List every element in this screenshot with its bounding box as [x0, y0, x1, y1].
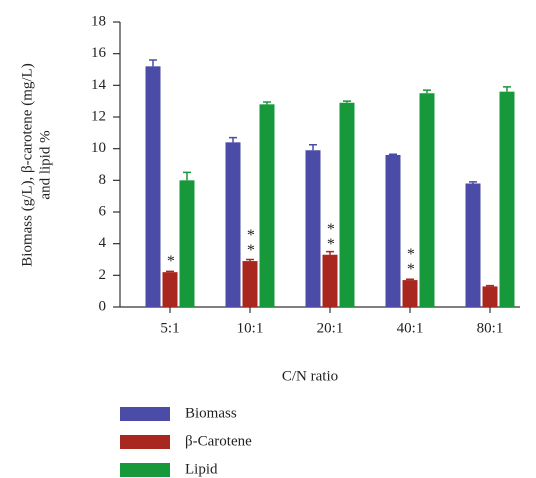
legend-swatch — [120, 435, 170, 449]
y-tick-label: 6 — [99, 203, 107, 219]
y-axis-label-line: Biomass (g/L), β-carotene (mg/L) — [19, 63, 35, 266]
error-bar — [149, 59, 157, 67]
error-bar — [343, 100, 351, 103]
error-bar — [486, 284, 494, 287]
y-tick-label: 12 — [91, 108, 106, 124]
bar — [145, 66, 161, 307]
x-tick-label: 10:1 — [237, 320, 264, 336]
y-tick-label: 8 — [99, 172, 107, 188]
x-tick-label: 40:1 — [397, 320, 424, 336]
legend-label: Biomass — [185, 405, 237, 421]
error-bar — [326, 250, 334, 255]
error-bar — [229, 136, 237, 143]
significance-mark: * — [162, 253, 179, 268]
bar — [242, 261, 258, 307]
significance-mark: ** — [242, 227, 259, 257]
bar — [465, 183, 481, 307]
bar — [162, 272, 178, 307]
error-bar — [183, 171, 191, 181]
bar — [339, 102, 355, 307]
bar — [179, 180, 195, 307]
bar — [322, 254, 338, 307]
legend-swatch — [120, 407, 170, 421]
error-bar — [309, 143, 317, 151]
error-bar — [423, 89, 431, 94]
bar — [305, 150, 321, 307]
y-tick-label: 2 — [99, 267, 107, 283]
legend-swatch — [120, 463, 170, 477]
x-tick-label: 20:1 — [317, 320, 344, 336]
error-bar — [406, 278, 414, 281]
bar — [482, 286, 498, 307]
error-bar — [503, 86, 511, 92]
significance-mark: ** — [402, 246, 419, 276]
bar — [259, 104, 275, 307]
error-bar — [246, 258, 254, 262]
x-axis-label: C/N ratio — [282, 368, 338, 384]
y-tick-label: 0 — [99, 298, 107, 314]
y-axis-label: Biomass (g/L), β-carotene (mg/L) and lip… — [19, 63, 53, 266]
bar — [499, 91, 515, 308]
error-bar — [263, 101, 271, 105]
y-axis-label-line: and lipid % — [37, 130, 53, 199]
bar — [419, 93, 435, 307]
y-tick-label: 14 — [91, 77, 107, 93]
bar — [385, 155, 401, 307]
y-tick-label: 10 — [91, 140, 106, 156]
error-bar — [166, 270, 174, 273]
y-tick-label: 4 — [99, 235, 107, 251]
x-tick-label: 80:1 — [477, 320, 504, 336]
legend-label: β-Carotene — [185, 433, 252, 449]
error-bar — [389, 153, 397, 155]
legend-label: Lipid — [185, 461, 218, 477]
x-tick-label: 5:1 — [160, 320, 179, 336]
error-bar — [469, 181, 477, 184]
y-tick-label: 18 — [91, 13, 106, 29]
bar — [402, 280, 418, 307]
y-tick-label: 16 — [91, 45, 107, 61]
significance-mark: ** — [322, 221, 339, 251]
bar — [225, 142, 241, 307]
